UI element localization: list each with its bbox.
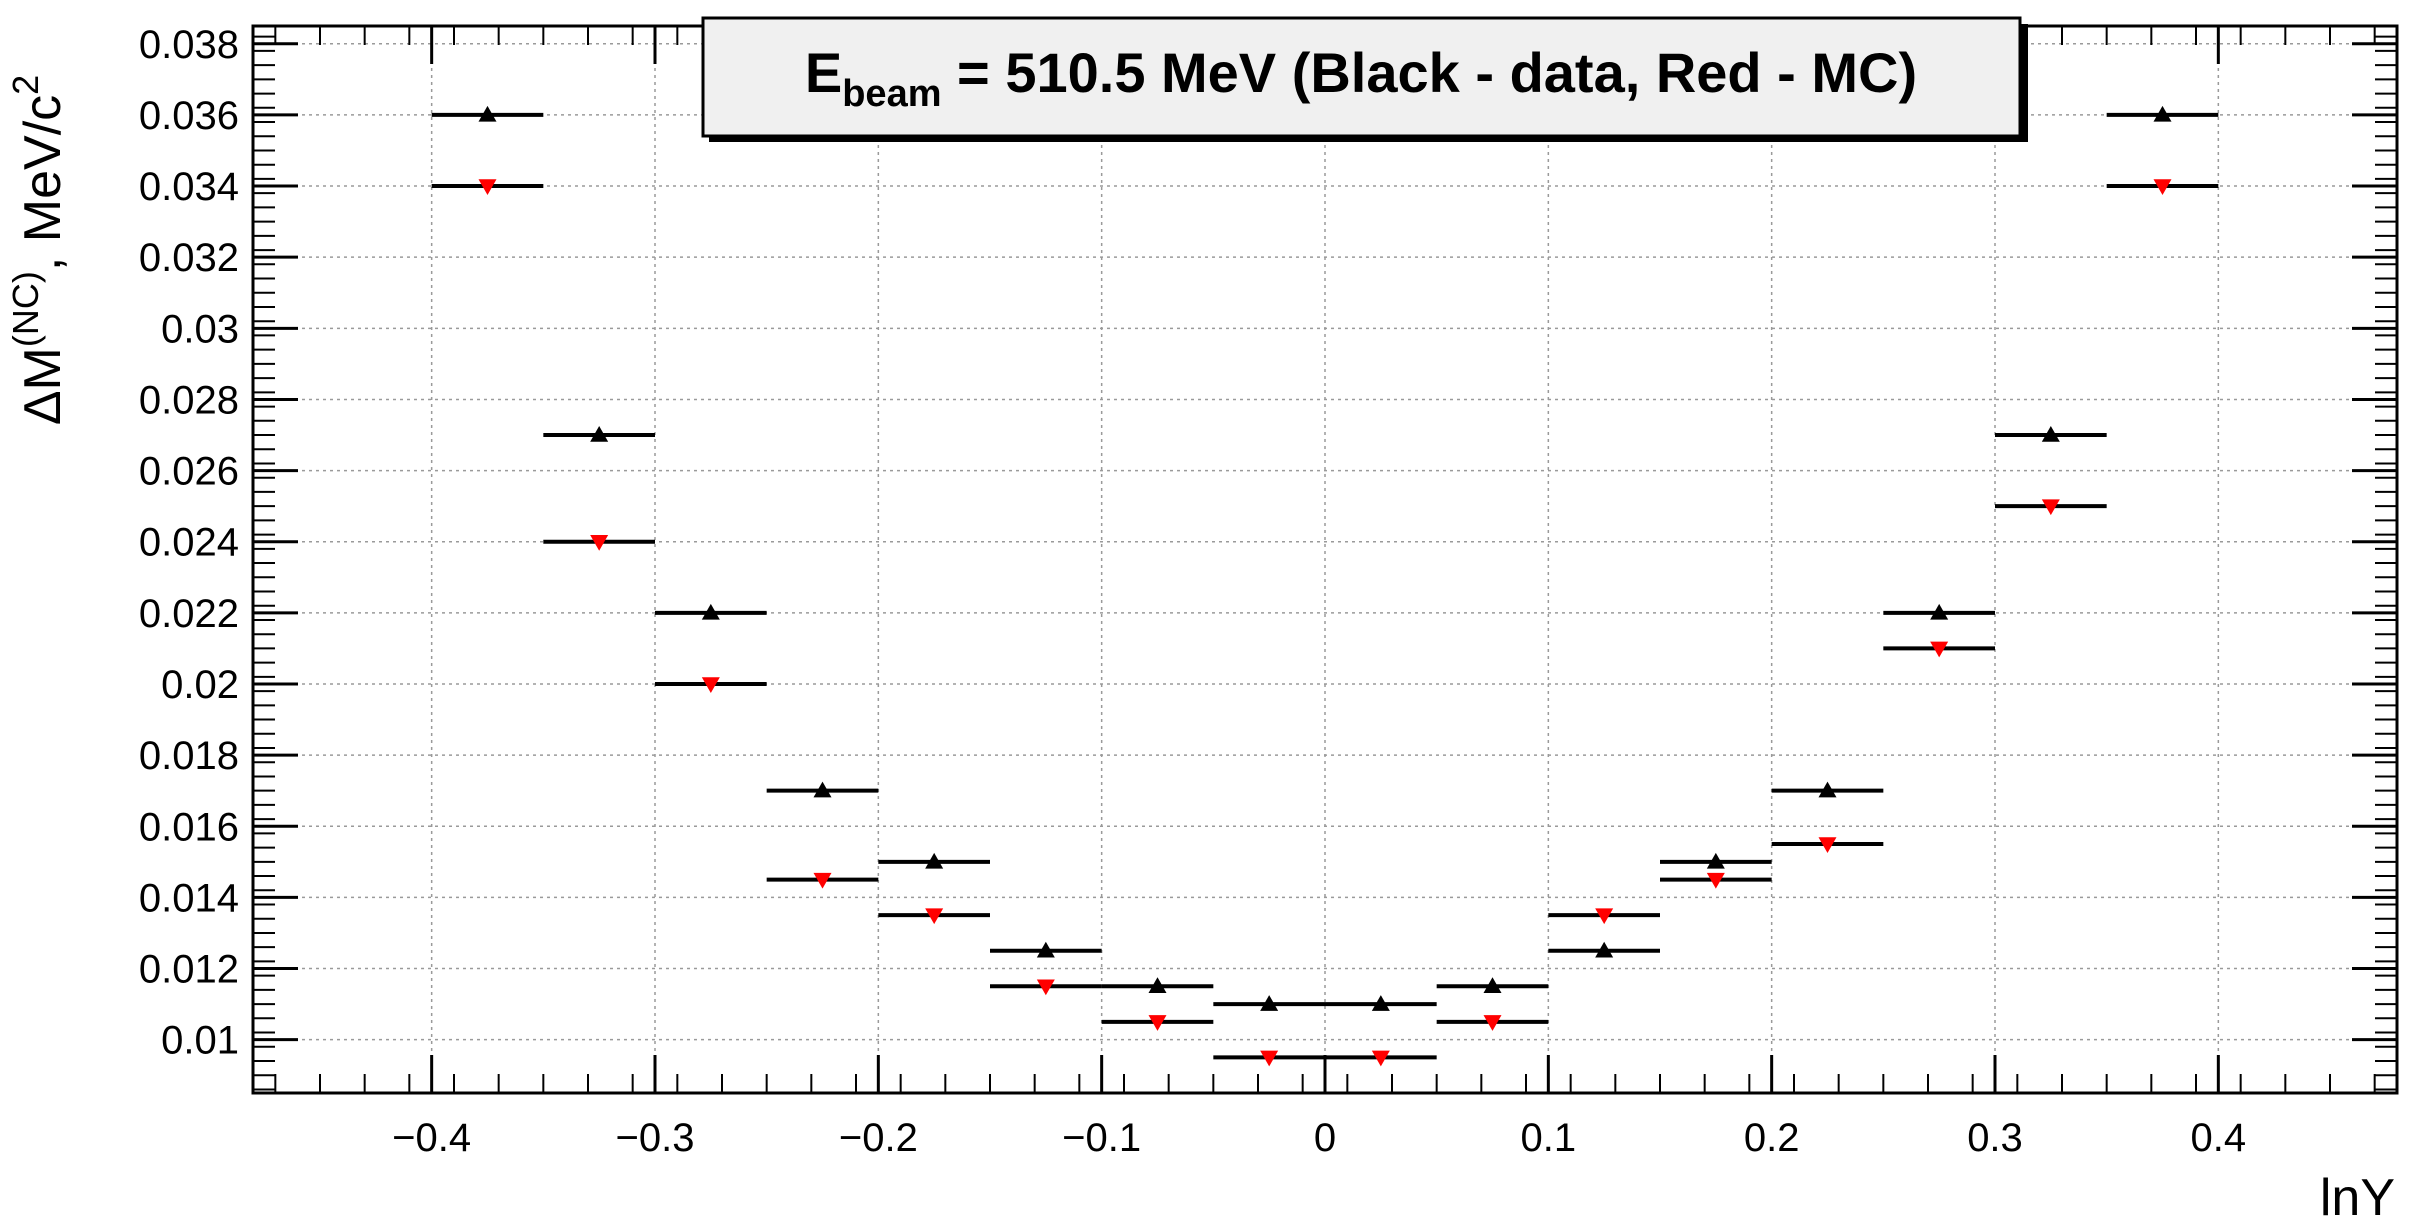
title-box-shadow-right — [2020, 24, 2028, 142]
data-point — [1595, 908, 1614, 925]
data-point — [1260, 995, 1279, 1011]
data-point — [1483, 977, 1502, 994]
y-tick-label: 0.036 — [139, 94, 239, 138]
y-tick-label: 0.034 — [139, 165, 239, 209]
data-point — [925, 852, 944, 869]
y-tick-label: 0.032 — [139, 236, 239, 280]
grid — [253, 26, 2397, 1093]
data-point — [1818, 781, 1837, 798]
series-mc — [431, 179, 2219, 1067]
data-point — [1260, 1050, 1279, 1067]
data-point — [813, 781, 832, 798]
data-point — [2153, 179, 2172, 196]
x-tick-label: −0.3 — [616, 1116, 695, 1160]
x-tick-label: 0.2 — [1744, 1116, 1800, 1160]
x-tick-label: 0.4 — [2191, 1116, 2247, 1160]
data-point — [1930, 603, 1949, 620]
y-tick-label: 0.02 — [161, 663, 239, 707]
x-axis-title: lnY — [2320, 1169, 2395, 1221]
data-point — [2153, 105, 2172, 122]
y-tick-label: 0.022 — [139, 592, 239, 636]
data-point — [1371, 1050, 1390, 1067]
y-tick-labels: 0.01 0.012 0.014 0.016 0.018 0.02 0.022 0.024 0.… — [139, 23, 239, 1063]
y-tick-label: 0.028 — [139, 378, 239, 422]
data-point — [1706, 872, 1725, 889]
chart-title: Ebeam = 510.5 MeV (Black - data, Red - M… — [805, 41, 1917, 115]
data-point — [2041, 499, 2060, 516]
data-marks — [431, 105, 2219, 1067]
data-point — [1595, 941, 1614, 958]
data-point — [1818, 837, 1837, 854]
y-tick-label: 0.024 — [139, 521, 239, 565]
data-point — [701, 603, 720, 620]
data-point — [1036, 941, 1055, 958]
title-box-shadow-bottom — [709, 136, 2028, 142]
y-tick-label: 0.016 — [139, 805, 239, 849]
x-tick-labels: −0.4 −0.3 −0.2 −0.1 0 0.1 0.2 0.3 0.4 — [392, 1116, 2246, 1160]
y-tick-label: 0.012 — [139, 948, 239, 992]
x-tick-label: 0.3 — [1967, 1116, 2023, 1160]
data-point — [701, 677, 720, 693]
y-axis-title: ΔM(NC), MeV/c2 — [5, 75, 72, 425]
data-point — [1148, 977, 1167, 994]
data-point — [1371, 995, 1390, 1011]
data-point — [478, 105, 497, 122]
y-tick-label: 0.018 — [139, 734, 239, 778]
series-data — [431, 105, 2219, 1011]
data-point — [590, 426, 609, 442]
y-tick-label: 0.03 — [161, 307, 239, 351]
data-point — [1706, 852, 1725, 869]
data-point — [2041, 426, 2060, 442]
x-tick-label: −0.4 — [392, 1116, 471, 1160]
y-tick-label: 0.01 — [161, 1019, 239, 1063]
data-point — [590, 534, 609, 551]
y-tick-label: 0.026 — [139, 450, 239, 494]
y-tick-label: 0.038 — [139, 23, 239, 67]
data-point — [925, 908, 944, 925]
x-tick-label: −0.1 — [1062, 1116, 1141, 1160]
x-tick-label: 0 — [1314, 1116, 1336, 1160]
y-tick-label: 0.014 — [139, 876, 239, 920]
data-point — [478, 179, 497, 196]
data-point — [1483, 1015, 1502, 1031]
x-tick-label: −0.2 — [839, 1116, 918, 1160]
data-point — [813, 872, 832, 889]
x-tick-label: 0.1 — [1521, 1116, 1577, 1160]
data-point — [1036, 979, 1055, 996]
data-point — [1930, 641, 1949, 658]
chart-title-box: Ebeam = 510.5 MeV (Black - data, Red - M… — [701, 16, 2028, 142]
data-point — [1148, 1015, 1167, 1031]
